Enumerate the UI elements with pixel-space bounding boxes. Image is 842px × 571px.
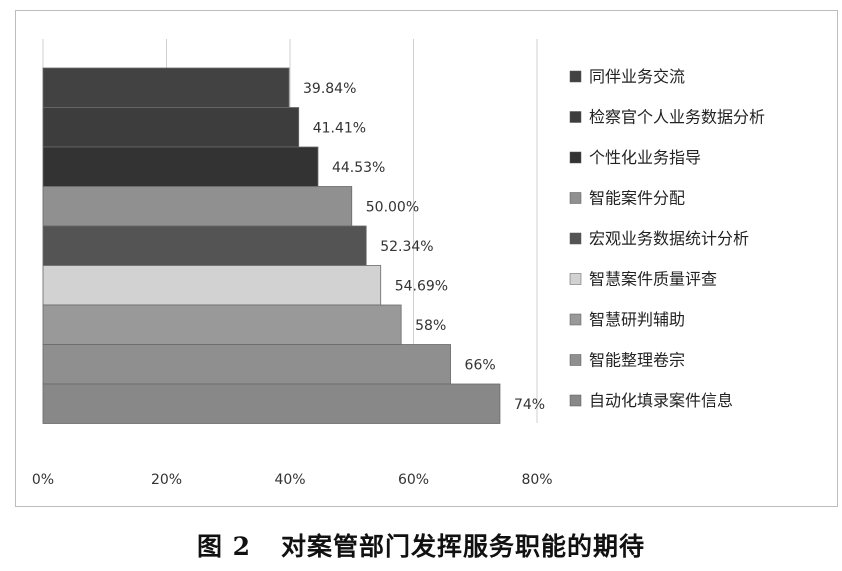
data-label-7: 66% bbox=[465, 357, 496, 373]
data-labels: 39.84% 41.41% 44.53% 50.00% 52.34% 54.69% 58% 6… bbox=[303, 81, 545, 413]
legend-label-7: 智能整理卷宗 bbox=[589, 351, 685, 370]
data-label-8: 74% bbox=[514, 397, 545, 413]
figure-number: 图 2 bbox=[196, 532, 252, 561]
legend-swatch-2 bbox=[569, 151, 582, 164]
legend-swatch-8 bbox=[569, 394, 582, 407]
legend-label-2: 个性化业务指导 bbox=[589, 148, 701, 167]
legend-label-1: 检察官个人业务数据分析 bbox=[589, 108, 765, 127]
x-tick-label-4: 80% bbox=[521, 472, 552, 488]
legend-swatch-0 bbox=[569, 70, 582, 83]
x-axis-ticks: 0% 20% 40% 60% 80% bbox=[32, 472, 553, 488]
x-tick-label-2: 40% bbox=[274, 472, 305, 488]
legend-label-5: 智慧案件质量评查 bbox=[589, 270, 717, 289]
legend-label-0: 同伴业务交流 bbox=[589, 67, 685, 86]
bar-1 bbox=[42, 107, 300, 148]
legend-swatch-4 bbox=[569, 232, 582, 245]
bar-8 bbox=[42, 383, 501, 424]
bar-0 bbox=[42, 67, 290, 108]
data-label-2: 44.53% bbox=[332, 160, 385, 176]
legend-label-8: 自动化填录案件信息 bbox=[589, 391, 733, 410]
data-label-5: 54.69% bbox=[395, 278, 448, 294]
legend-swatch-6 bbox=[569, 313, 582, 326]
bars bbox=[42, 67, 501, 424]
bar-7 bbox=[42, 344, 451, 385]
bar-4 bbox=[42, 225, 367, 266]
legend-label-3: 智能案件分配 bbox=[589, 189, 685, 208]
bar-chart: 39.84% 41.41% 44.53% 50.00% 52.34% 54.69% 58% 6… bbox=[32, 39, 765, 488]
data-label-3: 50.00% bbox=[366, 199, 419, 215]
legend-swatch-1 bbox=[569, 111, 582, 123]
x-tick-label-0: 0% bbox=[32, 472, 54, 488]
data-label-0: 39.84% bbox=[303, 81, 356, 97]
bar-5 bbox=[42, 265, 382, 306]
bar-3 bbox=[42, 186, 353, 227]
x-tick-label-1: 20% bbox=[151, 472, 182, 488]
figure-title: 对案管部门发挥服务职能的期待 bbox=[281, 532, 646, 561]
bar-2 bbox=[42, 146, 319, 187]
legend-swatch-7 bbox=[569, 354, 582, 366]
data-label-4: 52.34% bbox=[380, 239, 433, 255]
bar-6 bbox=[42, 304, 402, 345]
data-label-6: 58% bbox=[415, 318, 446, 334]
legend: 同伴业务交流检察官个人业务数据分析个性化业务指导智能案件分配宏观业务数据统计分析… bbox=[569, 67, 765, 410]
legend-label-4: 宏观业务数据统计分析 bbox=[589, 229, 749, 248]
legend-label-6: 智慧研判辅助 bbox=[589, 310, 685, 329]
data-label-1: 41.41% bbox=[313, 120, 366, 136]
x-tick-label-3: 60% bbox=[398, 472, 429, 488]
figure-caption: 图 2 对案管部门发挥服务职能的期待 bbox=[0, 527, 842, 563]
legend-swatch-3 bbox=[569, 192, 582, 204]
legend-swatch-5 bbox=[569, 273, 582, 285]
